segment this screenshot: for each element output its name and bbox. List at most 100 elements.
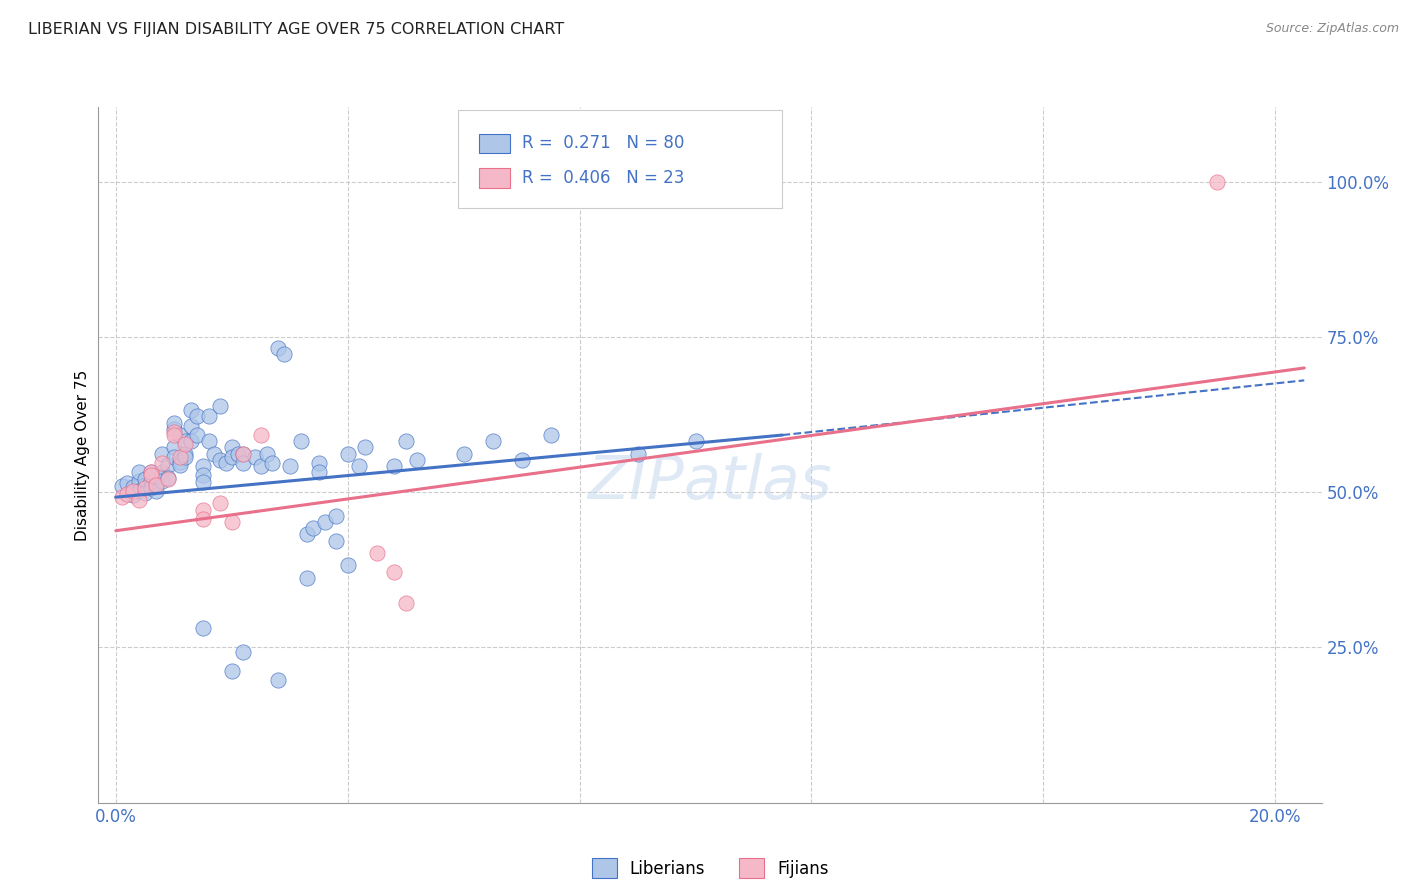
Point bbox=[226, 447, 249, 461]
Point bbox=[382, 459, 405, 474]
Point bbox=[267, 341, 290, 355]
Point bbox=[191, 512, 214, 526]
Point bbox=[145, 477, 167, 491]
Point bbox=[395, 434, 418, 449]
Point bbox=[139, 465, 162, 479]
Text: R =  0.406   N = 23: R = 0.406 N = 23 bbox=[522, 169, 683, 187]
Point bbox=[110, 490, 132, 504]
Point bbox=[186, 428, 208, 442]
Point bbox=[685, 434, 707, 449]
Point bbox=[290, 434, 312, 449]
Point bbox=[197, 409, 219, 424]
Point bbox=[273, 347, 295, 361]
Point bbox=[169, 455, 191, 469]
Point bbox=[1206, 175, 1229, 189]
Point bbox=[139, 466, 162, 480]
Point bbox=[295, 527, 318, 541]
Point bbox=[174, 434, 197, 449]
Point bbox=[163, 422, 186, 436]
Text: Source: ZipAtlas.com: Source: ZipAtlas.com bbox=[1265, 22, 1399, 36]
Point bbox=[128, 474, 150, 488]
Point bbox=[191, 502, 214, 516]
Point bbox=[139, 474, 162, 488]
Point bbox=[156, 471, 179, 485]
Point bbox=[221, 515, 243, 529]
Point bbox=[145, 477, 167, 491]
Point bbox=[295, 571, 318, 585]
Point bbox=[134, 477, 156, 491]
Point bbox=[540, 428, 562, 442]
Point bbox=[156, 471, 179, 485]
Point bbox=[221, 450, 243, 464]
Point bbox=[256, 447, 278, 461]
Legend: Liberians, Fijians: Liberians, Fijians bbox=[585, 851, 835, 885]
Point bbox=[232, 456, 254, 470]
Point bbox=[122, 488, 145, 502]
Point bbox=[134, 471, 156, 485]
Point bbox=[191, 621, 214, 635]
Point bbox=[243, 450, 266, 464]
Point bbox=[366, 546, 388, 560]
Point bbox=[336, 447, 359, 461]
Point bbox=[139, 481, 162, 495]
Point bbox=[191, 468, 214, 483]
Point bbox=[406, 453, 429, 467]
Point bbox=[202, 447, 225, 461]
Point bbox=[191, 459, 214, 474]
Point bbox=[156, 458, 179, 473]
Point bbox=[232, 447, 254, 461]
Point bbox=[267, 673, 290, 687]
Point bbox=[197, 434, 219, 449]
Point bbox=[150, 447, 173, 461]
Point bbox=[122, 483, 145, 498]
Point bbox=[325, 533, 347, 548]
Point bbox=[128, 483, 150, 498]
Point bbox=[163, 450, 186, 464]
Point bbox=[221, 441, 243, 455]
Point bbox=[150, 474, 173, 488]
Point bbox=[134, 486, 156, 500]
Point bbox=[145, 467, 167, 482]
Point bbox=[209, 400, 232, 414]
Point bbox=[169, 450, 191, 464]
Point bbox=[139, 468, 162, 483]
Point bbox=[145, 483, 167, 498]
Point bbox=[325, 508, 347, 523]
Point bbox=[308, 466, 330, 480]
Text: LIBERIAN VS FIJIAN DISABILITY AGE OVER 75 CORRELATION CHART: LIBERIAN VS FIJIAN DISABILITY AGE OVER 7… bbox=[28, 22, 564, 37]
Point bbox=[163, 428, 186, 442]
Point bbox=[169, 458, 191, 473]
Point bbox=[163, 416, 186, 430]
Point bbox=[249, 459, 271, 474]
Point bbox=[382, 565, 405, 579]
Point bbox=[180, 403, 202, 417]
Point bbox=[134, 481, 156, 495]
Point bbox=[302, 521, 325, 535]
Point bbox=[232, 447, 254, 461]
Point bbox=[163, 425, 186, 439]
Point bbox=[215, 456, 238, 470]
Point bbox=[169, 428, 191, 442]
Point bbox=[122, 480, 145, 494]
Point bbox=[117, 475, 139, 490]
Text: ZIPatlas: ZIPatlas bbox=[588, 453, 832, 512]
Point bbox=[626, 447, 648, 461]
Point bbox=[481, 434, 503, 449]
Point bbox=[163, 441, 186, 455]
Point bbox=[110, 479, 132, 493]
Point bbox=[128, 466, 150, 480]
Point bbox=[354, 441, 377, 455]
Point bbox=[180, 434, 202, 449]
Point bbox=[128, 493, 150, 508]
Point bbox=[150, 465, 173, 479]
Point bbox=[395, 596, 418, 610]
Point bbox=[349, 459, 371, 474]
Point bbox=[191, 475, 214, 489]
Point bbox=[314, 515, 336, 529]
Point bbox=[186, 409, 208, 424]
Point bbox=[278, 459, 301, 474]
Point bbox=[209, 453, 232, 467]
Point bbox=[232, 645, 254, 659]
Point bbox=[510, 453, 533, 467]
Point bbox=[117, 487, 139, 501]
